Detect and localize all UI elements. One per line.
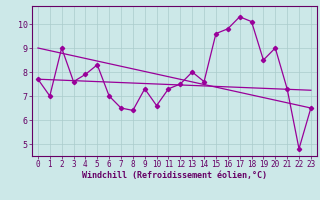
X-axis label: Windchill (Refroidissement éolien,°C): Windchill (Refroidissement éolien,°C) xyxy=(82,171,267,180)
